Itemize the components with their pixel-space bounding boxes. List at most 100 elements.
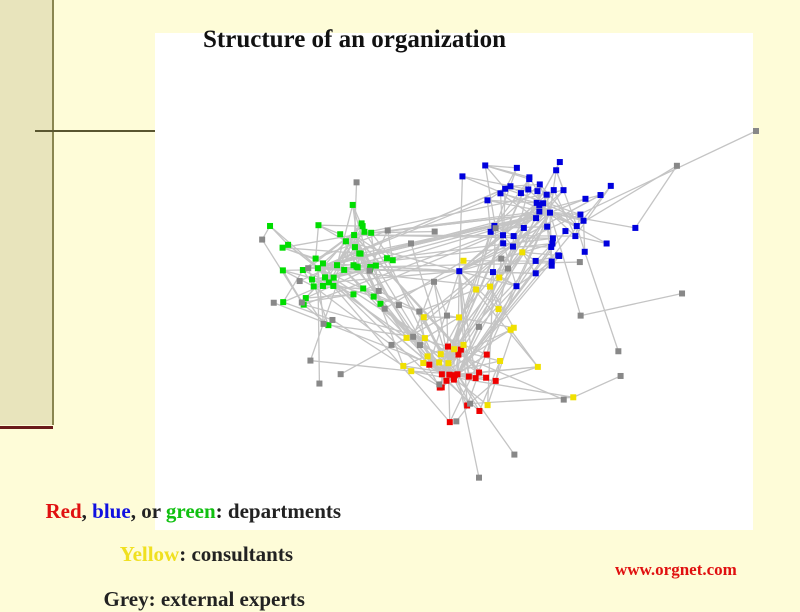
node xyxy=(436,381,442,387)
node xyxy=(526,174,532,180)
edge xyxy=(459,176,462,271)
node xyxy=(444,313,450,319)
node xyxy=(330,283,336,289)
node xyxy=(436,360,442,366)
node xyxy=(341,267,347,273)
node xyxy=(483,375,489,381)
node xyxy=(358,251,364,257)
node xyxy=(396,302,402,308)
node xyxy=(615,348,621,354)
node xyxy=(456,268,462,274)
node xyxy=(299,299,305,305)
edge xyxy=(318,225,340,234)
node xyxy=(321,321,327,327)
node xyxy=(367,268,373,274)
node xyxy=(493,378,499,384)
node xyxy=(549,263,555,269)
node xyxy=(598,192,604,198)
edge xyxy=(635,166,677,228)
node xyxy=(355,264,361,270)
node xyxy=(285,242,291,248)
legend-line: Yellow: consultants xyxy=(110,517,293,567)
node xyxy=(577,259,583,265)
node xyxy=(331,275,337,281)
node xyxy=(510,244,516,250)
node xyxy=(484,197,490,203)
node xyxy=(456,314,462,320)
node xyxy=(420,360,426,366)
node xyxy=(497,358,503,364)
node xyxy=(476,370,482,376)
node xyxy=(467,401,473,407)
node xyxy=(572,233,578,239)
node xyxy=(451,346,457,352)
node xyxy=(581,218,587,224)
node xyxy=(334,262,340,268)
node xyxy=(502,186,508,192)
node xyxy=(453,418,459,424)
node xyxy=(553,167,559,173)
node xyxy=(305,265,311,271)
node xyxy=(511,233,517,239)
node xyxy=(352,244,358,250)
edge xyxy=(310,361,411,372)
node xyxy=(417,342,423,348)
node xyxy=(513,283,519,289)
node xyxy=(280,245,286,251)
node xyxy=(533,258,539,264)
node xyxy=(390,257,396,263)
node xyxy=(421,314,427,320)
node xyxy=(551,187,557,193)
node xyxy=(550,235,556,241)
node xyxy=(313,256,319,262)
node xyxy=(416,309,422,315)
node xyxy=(400,363,406,369)
node xyxy=(438,351,444,357)
node xyxy=(604,240,610,246)
node xyxy=(426,362,432,368)
node xyxy=(753,128,759,134)
node xyxy=(404,335,410,341)
node xyxy=(618,373,624,379)
node xyxy=(447,419,453,425)
node xyxy=(432,229,438,235)
node xyxy=(533,215,539,221)
node xyxy=(540,200,546,206)
node xyxy=(316,381,322,387)
node xyxy=(574,223,580,229)
node xyxy=(445,360,451,366)
edge xyxy=(511,330,538,367)
legend-text: Red xyxy=(46,499,82,523)
node xyxy=(485,402,491,408)
node xyxy=(360,285,366,291)
edge xyxy=(585,252,619,351)
node xyxy=(280,299,286,305)
node xyxy=(410,334,416,340)
edge xyxy=(522,252,558,255)
node xyxy=(632,225,638,231)
node xyxy=(507,183,513,189)
node xyxy=(443,378,449,384)
node xyxy=(555,252,561,258)
node xyxy=(361,229,367,235)
node xyxy=(307,358,313,364)
node xyxy=(534,200,540,206)
node xyxy=(267,223,273,229)
node xyxy=(408,368,414,374)
node xyxy=(371,294,377,300)
node xyxy=(679,290,685,296)
node xyxy=(511,452,517,458)
node xyxy=(297,278,303,284)
legend-line: Grey: external experts xyxy=(93,562,305,612)
node xyxy=(351,232,357,238)
node xyxy=(505,266,511,272)
node xyxy=(473,375,479,381)
node xyxy=(350,291,356,297)
node xyxy=(536,209,542,215)
node xyxy=(320,283,326,289)
node xyxy=(521,225,527,231)
node xyxy=(570,394,576,400)
node xyxy=(460,342,466,348)
edges xyxy=(262,131,756,478)
node xyxy=(537,181,543,187)
